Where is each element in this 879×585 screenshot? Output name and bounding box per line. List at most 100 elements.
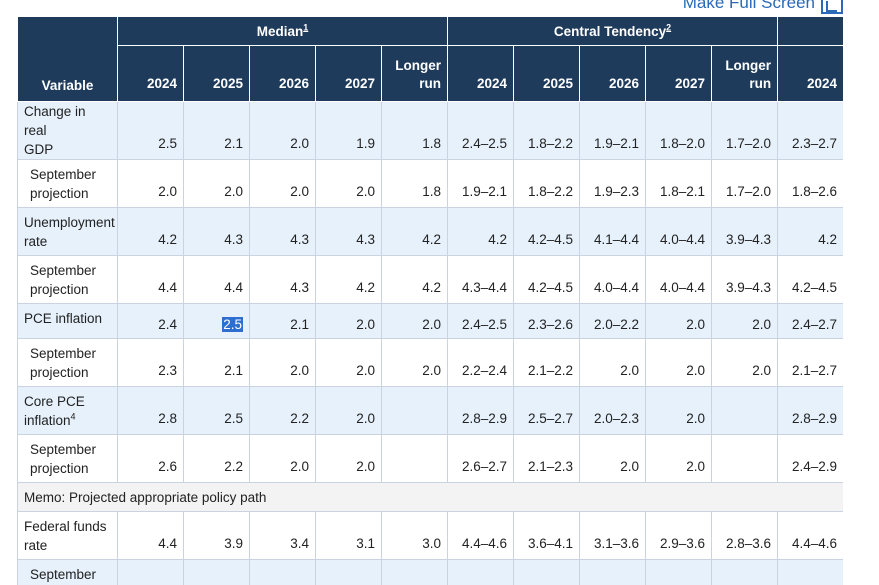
- table-row: Change in real GDP 2.5 2.1 2.0 1.9 1.8 2.4–2.5 1…: [17, 101, 843, 160]
- central-tendency-cell: 1.9–2.3: [579, 159, 646, 208]
- median-cell: 2.0: [315, 386, 382, 435]
- central-tendency-cell: 3.6–4.1: [513, 511, 580, 560]
- central-tendency-cell: 2.6–3.6: [645, 559, 712, 585]
- median-cell: 2.8: [117, 386, 184, 435]
- central-tendency-cell: 2.3–2.6: [513, 303, 580, 339]
- median-cell: 4.2: [117, 207, 184, 256]
- row-label-line2: projection: [30, 185, 89, 201]
- central-year-header: 2027: [645, 45, 712, 102]
- central-tendency-cell: 2.4–2.5: [447, 303, 514, 339]
- median-cell: 2.9: [381, 559, 448, 585]
- row-label-line2: rate: [24, 233, 48, 249]
- median-cell: 2.0: [381, 338, 448, 387]
- central-longer-run-header-line1: Longer: [725, 58, 772, 73]
- median-header: Median1: [117, 16, 448, 46]
- projections-table-container: Variable Median1 Central Tendency2 2024 2…: [17, 16, 843, 585]
- central-tendency-cell: 4.3–4.4: [447, 255, 514, 304]
- median-header-label: Median: [256, 23, 304, 39]
- table-body: Change in real GDP 2.5 2.1 2.0 1.9 1.8 2.4–2.5 1…: [17, 101, 843, 585]
- median-cell: 1.9: [315, 101, 382, 160]
- central-tendency-cell: 2.4–2.5: [447, 101, 514, 160]
- central-tendency-cell: 1.8–2.2: [513, 101, 580, 160]
- median-cell: 3.0: [381, 511, 448, 560]
- median-cell: 2.2: [183, 434, 250, 483]
- median-cell: 4.4: [183, 255, 250, 304]
- median-longer-run-header-line1: Longer: [395, 58, 441, 73]
- median-cell: 4.4: [117, 255, 184, 304]
- row-label-line2: projection: [30, 281, 89, 297]
- range-cell: 2.3–2.7: [777, 101, 843, 160]
- median-cell: 2.1: [183, 101, 250, 160]
- central-tendency-cell: 2.0: [710, 338, 779, 387]
- row-label-line1: Unemployment: [24, 214, 115, 230]
- central-tendency-cell: 2.1–2.2: [513, 338, 580, 387]
- median-cell: 2.0: [117, 159, 184, 208]
- median-cell: 2.0: [381, 303, 448, 339]
- row-label-line2: inflation: [24, 412, 71, 428]
- row-label-line2: rate: [24, 537, 48, 553]
- median-cell: 2.0: [249, 434, 316, 483]
- table-row: September projection 2.0 2.0 2.0 2.0 1.8 1.9–2.…: [17, 159, 843, 208]
- row-label: PCE inflation: [17, 303, 118, 339]
- row-label-line1: Change in real: [24, 104, 86, 138]
- row-label-line1: PCE inflation: [24, 310, 103, 326]
- median-cell: 2.0: [183, 159, 250, 208]
- selected-text[interactable]: 2.5: [222, 317, 243, 332]
- central-tendency-cell: 2.8–3.6: [710, 511, 779, 560]
- central-tendency-cell: 4.0–4.4: [645, 207, 712, 256]
- central-tendency-cell: 2.1–2.3: [513, 434, 580, 483]
- table-row: September projection 2.6 2.2 2.0 2.0 2.6–2.7 2.…: [17, 434, 843, 483]
- row-label-line1: September: [30, 566, 97, 582]
- central-tendency-cell: 2.8–2.9: [447, 386, 514, 435]
- median-cell: 2.3: [117, 338, 184, 387]
- median-cell: 3.4: [183, 559, 250, 585]
- median-cell: 3.4: [249, 511, 316, 560]
- table-row: September projection 2.3 2.1 2.0 2.0 2.0 2.2–2.…: [17, 338, 843, 387]
- central-tendency-cell: 2.5–2.7: [513, 386, 580, 435]
- median-cell: 2.1: [249, 303, 316, 339]
- table-row: Federal funds rate 4.4 3.9 3.4 3.1 3.0 4.4–4.6 3…: [17, 511, 843, 560]
- fullscreen-icon: [821, 0, 843, 14]
- median-cell: 2.5: [117, 101, 184, 160]
- central-tendency-cell: 4.2: [447, 207, 514, 256]
- row-label-line1: September: [30, 262, 97, 278]
- variable-header: Variable: [17, 16, 118, 102]
- row-label: September projection: [17, 338, 118, 387]
- make-full-screen-link[interactable]: Make Full Screen: [683, 0, 843, 14]
- median-footnote-link[interactable]: 1: [303, 22, 309, 32]
- row-label: September projection: [17, 255, 118, 304]
- row-label-line2: projection: [30, 364, 89, 380]
- central-tendency-cell: 4.0–4.4: [645, 255, 712, 304]
- central-tendency-cell: 2.0: [645, 338, 712, 387]
- memo-label: Memo: Projected appropriate policy path: [17, 482, 843, 512]
- median-cell: 3.1: [315, 511, 382, 560]
- row-label: Federal funds rate: [17, 511, 118, 560]
- range-cell: 2.8–2.9: [777, 386, 843, 435]
- central-tendency-cell: 1.8–2.0: [645, 101, 712, 160]
- central-tendency-footnote-link[interactable]: 2: [666, 22, 672, 32]
- row-label: Unemployment rate: [17, 207, 118, 256]
- range-cell: 4.1–4.9: [777, 559, 843, 585]
- central-tendency-cell: 2.5–3.5: [710, 559, 779, 585]
- row-footnote: 4: [70, 411, 76, 421]
- range-cell: 2.1–2.7: [777, 338, 843, 387]
- median-cell: [381, 434, 448, 483]
- median-cell: 1.8: [381, 101, 448, 160]
- central-tendency-cell: 3.1–3.6: [579, 511, 646, 560]
- central-tendency-cell: 2.0: [645, 303, 712, 339]
- range-header: [777, 16, 843, 46]
- median-cell: 2.5: [183, 303, 250, 339]
- range-cell: 4.2–4.5: [777, 255, 843, 304]
- median-cell: 4.2: [381, 255, 448, 304]
- central-tendency-cell: 4.0–4.4: [579, 255, 646, 304]
- central-tendency-cell: 2.0–2.3: [579, 386, 646, 435]
- median-cell: 3.9: [183, 511, 250, 560]
- central-tendency-cell: 2.0: [710, 303, 779, 339]
- range-cell: 1.8–2.6: [777, 159, 843, 208]
- central-tendency-cell: 2.0: [645, 386, 712, 435]
- median-cell: 4.4: [117, 559, 184, 585]
- row-label-line1: September: [30, 345, 97, 361]
- central-longer-run-header-line2: run: [749, 76, 772, 91]
